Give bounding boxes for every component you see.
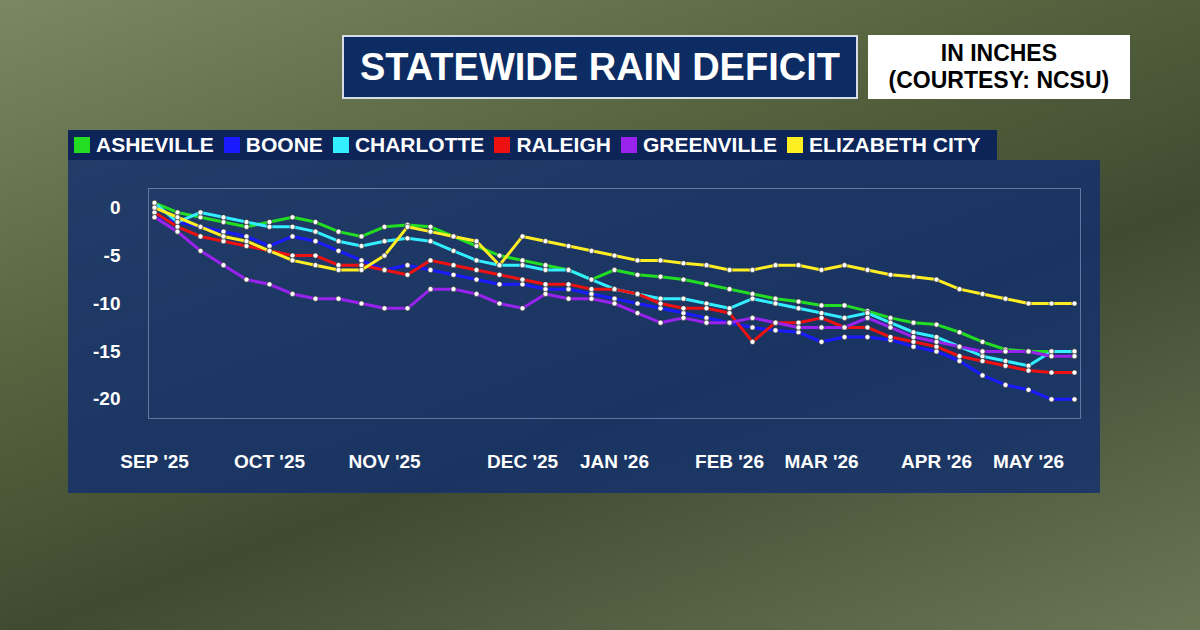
html-text:RALEIGH: RALEIGH [516,133,611,156]
html-text:BOONE: BOONE [245,133,323,156]
svg-text:SEP '25: SEP '25 [120,451,189,472]
html-text:ASHEVILLE: ASHEVILLE [96,133,214,156]
svg-text:0: 0 [110,197,121,218]
svg-text:-15: -15 [93,340,121,361]
html-text:STATEWIDE RAIN DEFICIT: STATEWIDE RAIN DEFICIT [360,45,840,88]
svg-text:OCT '25: OCT '25 [234,451,305,472]
svg-text:MAR '26: MAR '26 [784,451,858,472]
svg-text:-10: -10 [93,293,120,314]
svg-text:JAN '26: JAN '26 [580,451,649,472]
svg-text:DEC '25: DEC '25 [487,451,558,472]
svg-text:-5: -5 [104,245,121,266]
svg-text:FEB '26: FEB '26 [695,451,764,472]
html-text:CHARLOTTE: CHARLOTTE [354,133,485,156]
html-text:GREENVILLE: GREENVILLE [642,133,778,156]
html-text:IN INCHES (COURTESY: NCSU): IN INCHES (COURTESY: NCSU) [888,40,1110,93]
html-text:ELIZABETH CITY: ELIZABETH CITY [809,133,981,156]
svg-text:-20: -20 [93,388,120,409]
svg-text:APR '26: APR '26 [901,451,972,472]
svg-text:MAY '26: MAY '26 [993,451,1064,472]
svg-text:NOV '25: NOV '25 [348,451,421,472]
